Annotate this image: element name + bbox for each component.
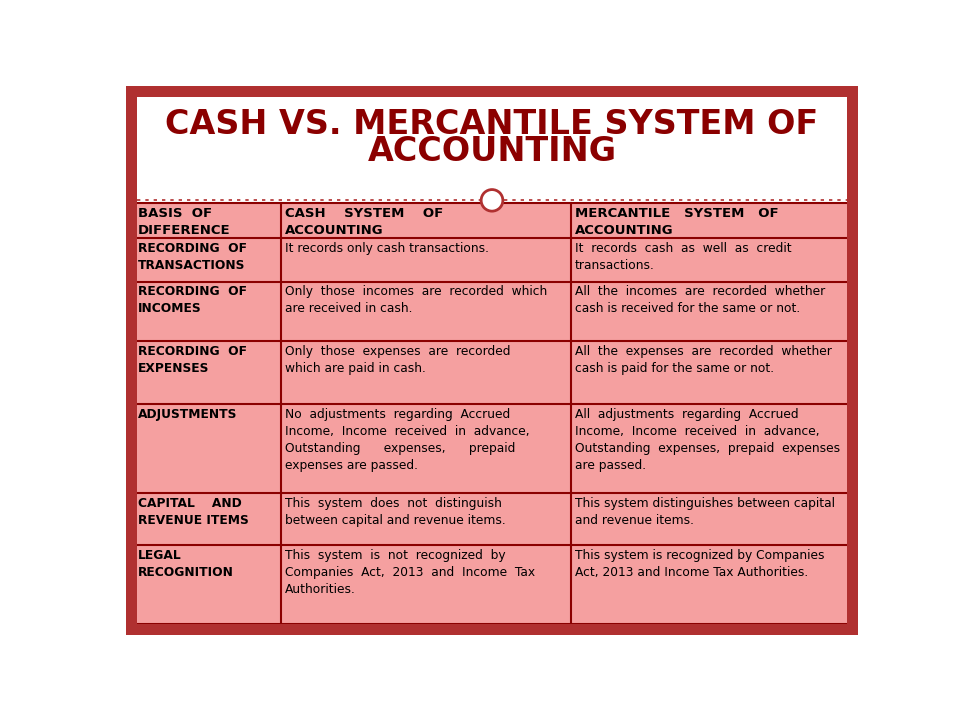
Bar [126, 86, 137, 634]
Text: Only  those  expenses  are  recorded
which are paid in cash.: Only those expenses are recorded which a… [285, 345, 511, 375]
Text: ACCOUNTING: ACCOUNTING [368, 135, 616, 168]
Text: This  system  is  not  recognized  by
Companies  Act,  2013  and  Income  Tax
Au: This system is not recognized by Compani… [285, 549, 536, 595]
Text: RECORDING  OF
EXPENSES: RECORDING OF EXPENSES [138, 345, 247, 375]
Bar [126, 86, 858, 97]
Text: This  system  does  not  distinguish
between capital and revenue items.: This system does not distinguish between… [285, 498, 506, 527]
Circle shape [481, 189, 503, 211]
Text: RECORDING  OF
TRANSACTIONS: RECORDING OF TRANSACTIONS [138, 242, 247, 272]
Text: CASH    SYSTEM    OF
ACCOUNTING: CASH SYSTEM OF ACCOUNTING [285, 207, 444, 238]
Text: It  records  cash  as  well  as  credit
transactions.: It records cash as well as credit transa… [575, 242, 792, 272]
Bar [134, 204, 854, 624]
Bar [847, 86, 858, 634]
Text: BASIS  OF
DIFFERENCE: BASIS OF DIFFERENCE [138, 207, 230, 238]
Text: CASH VS. MERCANTILE SYSTEM OF: CASH VS. MERCANTILE SYSTEM OF [165, 109, 819, 141]
Bar [137, 99, 847, 200]
Bar [126, 624, 858, 634]
Text: RECORDING  OF
INCOMES: RECORDING OF INCOMES [138, 285, 247, 315]
Text: It records only cash transactions.: It records only cash transactions. [285, 242, 489, 255]
Text: All  adjustments  regarding  Accrued
Income,  Income  received  in  advance,
Out: All adjustments regarding Accrued Income… [575, 408, 840, 472]
Text: This system distinguishes between capital
and revenue items.: This system distinguishes between capita… [575, 498, 835, 527]
Text: All  the  incomes  are  recorded  whether
cash is received for the same or not.: All the incomes are recorded whether cas… [575, 285, 826, 315]
Text: Only  those  incomes  are  recorded  which
are received in cash.: Only those incomes are recorded which ar… [285, 285, 547, 315]
Text: ADJUSTMENTS: ADJUSTMENTS [138, 408, 237, 420]
Text: All  the  expenses  are  recorded  whether
cash is paid for the same or not.: All the expenses are recorded whether ca… [575, 345, 831, 375]
Text: CAPITAL    AND
REVENUE ITEMS: CAPITAL AND REVENUE ITEMS [138, 498, 249, 527]
Text: LEGAL
RECOGNITION: LEGAL RECOGNITION [138, 549, 233, 579]
Text: This system is recognized by Companies
Act, 2013 and Income Tax Authorities.: This system is recognized by Companies A… [575, 549, 825, 579]
Text: MERCANTILE   SYSTEM   OF
ACCOUNTING: MERCANTILE SYSTEM OF ACCOUNTING [575, 207, 779, 238]
Text: No  adjustments  regarding  Accrued
Income,  Income  received  in  advance,
Outs: No adjustments regarding Accrued Income,… [285, 408, 530, 472]
